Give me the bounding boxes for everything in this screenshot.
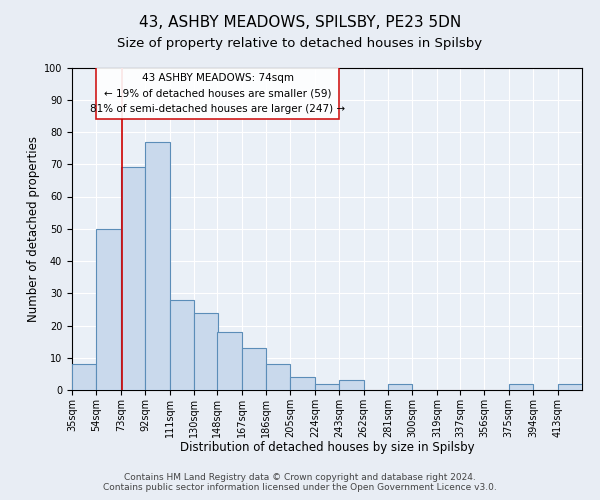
Text: 43 ASHBY MEADOWS: 74sqm: 43 ASHBY MEADOWS: 74sqm — [142, 73, 294, 83]
Bar — [194, 312, 218, 390]
Text: ← 19% of detached houses are smaller (59): ← 19% of detached houses are smaller (59… — [104, 88, 332, 99]
Bar — [97, 229, 121, 390]
Bar — [290, 377, 315, 390]
Bar — [388, 384, 412, 390]
Y-axis label: Number of detached properties: Number of detached properties — [27, 136, 40, 322]
Bar — [339, 380, 364, 390]
Text: Contains HM Land Registry data © Crown copyright and database right 2024.
Contai: Contains HM Land Registry data © Crown c… — [103, 473, 497, 492]
Bar — [72, 364, 97, 390]
Text: 43, ASHBY MEADOWS, SPILSBY, PE23 5DN: 43, ASHBY MEADOWS, SPILSBY, PE23 5DN — [139, 15, 461, 30]
Bar — [242, 348, 266, 390]
Text: 81% of semi-detached houses are larger (247) →: 81% of semi-detached houses are larger (… — [90, 104, 346, 114]
Bar — [145, 142, 170, 390]
Bar — [557, 384, 582, 390]
Text: Size of property relative to detached houses in Spilsby: Size of property relative to detached ho… — [118, 38, 482, 51]
Bar — [266, 364, 290, 390]
Bar — [121, 168, 145, 390]
Bar — [217, 332, 242, 390]
X-axis label: Distribution of detached houses by size in Spilsby: Distribution of detached houses by size … — [179, 441, 475, 454]
Bar — [509, 384, 533, 390]
Bar — [170, 300, 194, 390]
Bar — [315, 384, 339, 390]
Bar — [97, 68, 339, 119]
